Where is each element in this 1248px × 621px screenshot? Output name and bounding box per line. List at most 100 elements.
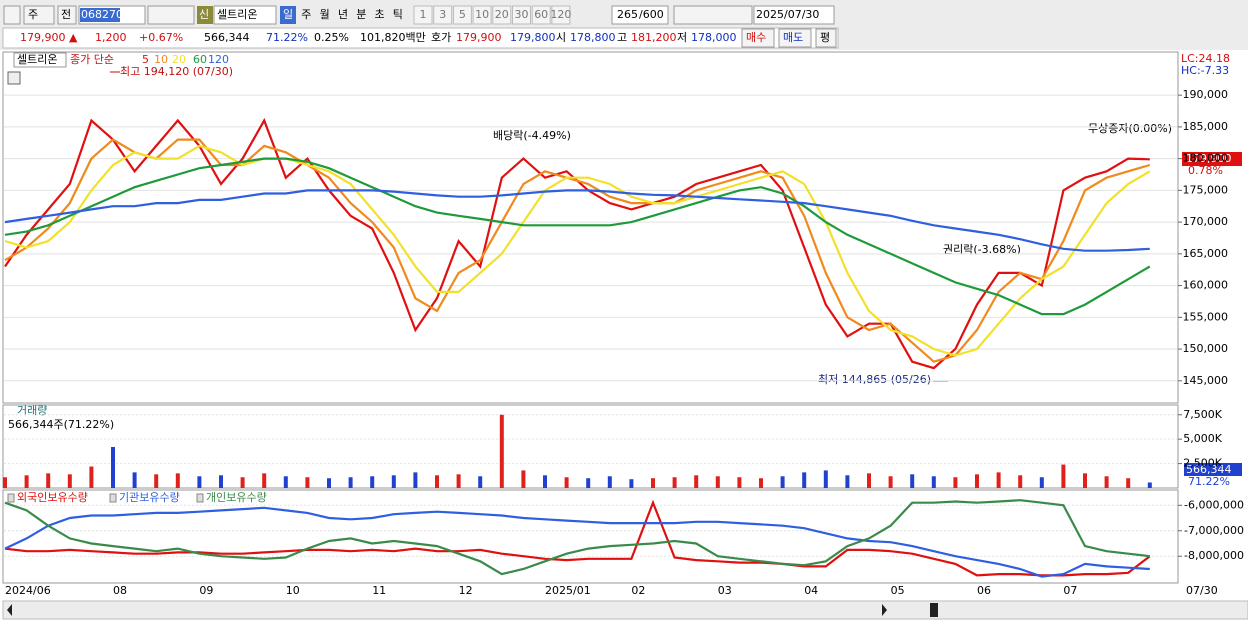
rate: +0.67% [139, 31, 183, 44]
scroll-thumb[interactable] [930, 603, 938, 617]
volume-bar [715, 476, 720, 488]
tool-button[interactable] [147, 5, 195, 25]
volume-bar [823, 470, 828, 488]
interval-box[interactable] [551, 5, 571, 25]
x-tick-label: 04 [804, 584, 818, 597]
avg-label: 평 [820, 31, 830, 44]
tool-icons[interactable] [673, 5, 753, 25]
period-button[interactable]: 주 [301, 8, 311, 21]
volume-bar [543, 475, 547, 488]
volume-bar [1126, 478, 1131, 488]
period-button[interactable]: 일 [283, 7, 293, 21]
volume-bar [1083, 473, 1087, 488]
volume-bar [1104, 476, 1109, 488]
x-tick-label: 02 [631, 584, 645, 597]
volume-bar [413, 472, 418, 488]
volume-bar [154, 474, 159, 488]
scroll-right[interactable] [882, 604, 887, 616]
avg-button[interactable] [815, 28, 837, 48]
interval-box[interactable] [472, 5, 492, 25]
volume-title: 거래량 [17, 404, 47, 417]
last-volume-tag [1184, 463, 1242, 476]
change: 1,200 [95, 31, 127, 44]
y-tick-label: 185,000 [1183, 120, 1229, 133]
volume-bar [521, 470, 526, 488]
sell-button[interactable] [778, 28, 812, 48]
period-button[interactable]: 분 [356, 8, 366, 21]
volume-bar [867, 473, 871, 488]
volume-bar [996, 472, 1001, 488]
volume-bar [262, 473, 267, 488]
volume-bar [67, 474, 72, 488]
period-button[interactable]: 초 [375, 8, 385, 21]
volume-bar [456, 474, 461, 488]
y-tick-label: -7,000,000 [1184, 524, 1244, 537]
legend-icon [7, 493, 15, 503]
turnover: 0.25% [314, 31, 349, 44]
legend-item: 20 [172, 53, 186, 66]
legend-item: 120 [208, 53, 229, 66]
buy-button[interactable] [741, 28, 775, 48]
volume-bar [348, 477, 353, 488]
volume-subtitle: 566,344주(71.22%) [8, 418, 114, 431]
period-button[interactable]: 월 [320, 8, 330, 21]
volume-bar [197, 476, 202, 488]
prev-label: 전 [61, 8, 71, 21]
volume-bar [629, 479, 634, 488]
x-tick-label: 12 [459, 584, 473, 597]
last-price: 179,900 [1186, 152, 1232, 165]
scrollbar[interactable] [2, 600, 1248, 620]
buy-label: 매수 [746, 31, 766, 44]
quote-bar [2, 27, 839, 49]
y-tick-label: 7,500K [1183, 408, 1222, 421]
series-line [4, 189, 1150, 252]
series-line [4, 499, 1150, 576]
last-price-tag [1182, 152, 1242, 166]
interval-button: 10 [475, 8, 489, 21]
grid-icon[interactable] [7, 71, 21, 85]
y-tick-label: 150,000 [1183, 342, 1229, 355]
volume-bar [1061, 464, 1066, 488]
volume-bar [564, 477, 569, 488]
scroll-left[interactable] [7, 604, 12, 616]
menu-button[interactable] [3, 5, 21, 25]
event-annotation: 배당락(-4.49%) [493, 129, 571, 142]
volume-bar [1018, 475, 1023, 488]
volume-bar [391, 475, 396, 488]
name-box[interactable] [213, 5, 277, 25]
date-box[interactable] [753, 5, 835, 25]
last-volume: 566,344 [1186, 463, 1232, 476]
interval-box[interactable] [413, 5, 433, 25]
count-box[interactable] [611, 5, 669, 25]
volume-bar [478, 476, 483, 488]
period-button[interactable]: 년 [338, 8, 348, 21]
volume-bar [499, 414, 504, 488]
interval-button: 1 [420, 8, 427, 21]
interval-box[interactable] [433, 5, 453, 25]
ask-label: 호가 [431, 31, 451, 44]
x-tick-label: 08 [113, 584, 127, 597]
period-button[interactable]: 틱 [393, 8, 403, 21]
event-annotation: 권리락(-3.68%) [943, 243, 1021, 256]
volume-bar [737, 477, 742, 488]
interval-box[interactable] [531, 5, 551, 25]
volume-bar [910, 474, 915, 488]
volume-bar [111, 446, 115, 488]
x-tick-label: 11 [372, 584, 386, 597]
interval-button: 20 [495, 8, 509, 21]
interval-box[interactable] [452, 5, 472, 25]
stock-name: 셀트리온 [217, 8, 257, 21]
volume-bar [802, 472, 807, 488]
volume: 566,344 [204, 31, 250, 44]
volume-bar [888, 476, 893, 488]
lc-label: LC:24.18 [1181, 52, 1230, 65]
amount: 101,820백만 [360, 31, 426, 44]
volume-bar [89, 466, 94, 488]
volume-bar [327, 478, 331, 488]
x-tick-label: 2025/01 [545, 584, 591, 597]
type-select[interactable] [23, 5, 55, 25]
interval-box[interactable] [492, 5, 512, 25]
prev-button[interactable] [57, 5, 77, 25]
interval-box[interactable] [512, 5, 531, 25]
